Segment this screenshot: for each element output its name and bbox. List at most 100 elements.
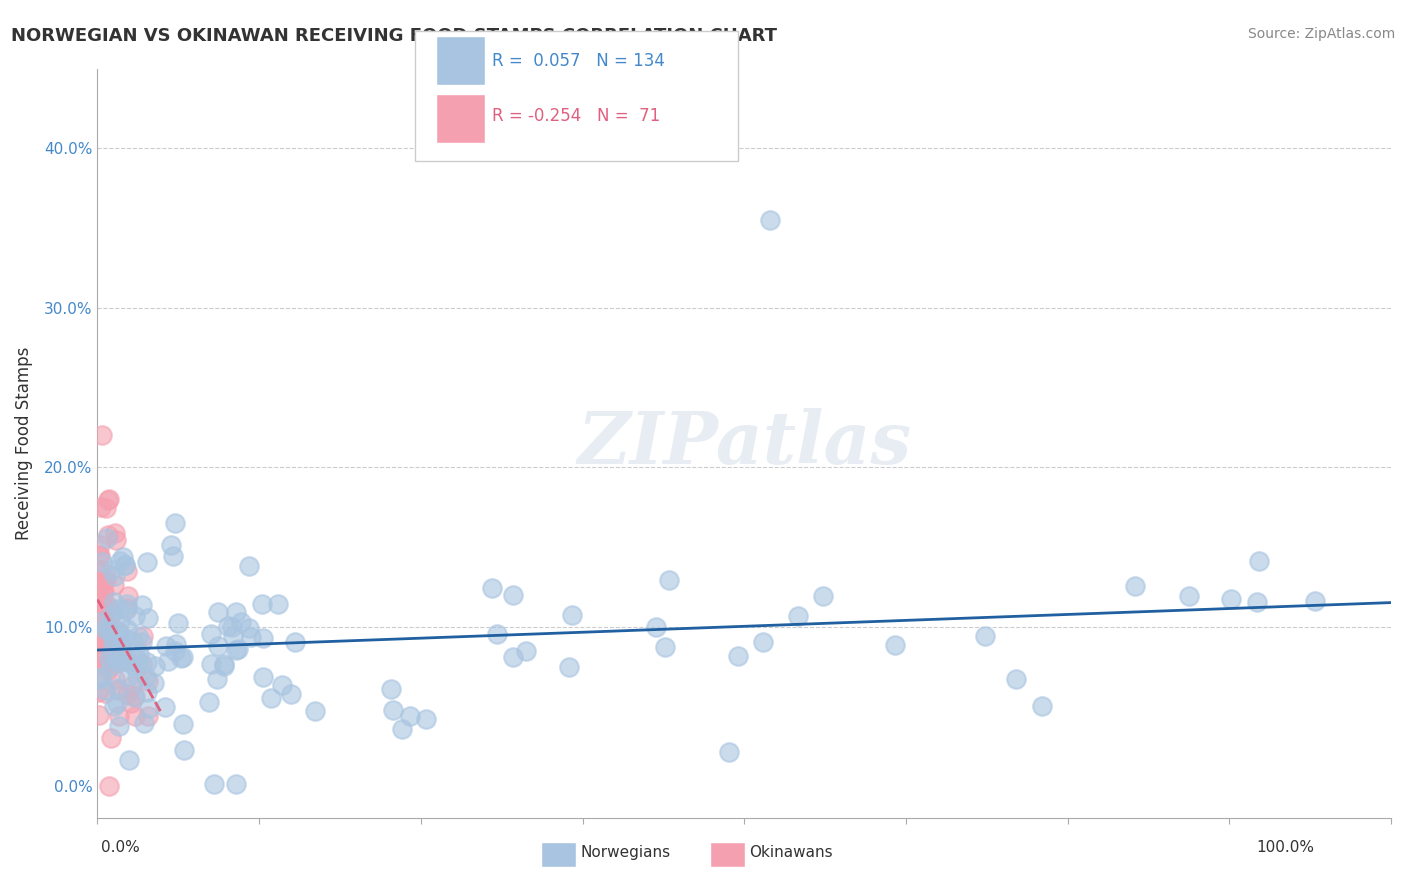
Point (104, 526, 127, 541)
Point (644, 620, 666, 634)
Point (382, 703, 405, 717)
Point (91, 610, 114, 624)
Point (114, 558, 136, 573)
Point (160, 538, 183, 552)
Point (103, 595, 125, 609)
Point (221, 620, 243, 634)
Point (115, 687, 138, 701)
Point (304, 704, 326, 718)
Point (212, 657, 235, 672)
Point (121, 679, 143, 693)
Point (89, 672, 111, 686)
Point (250, 597, 273, 611)
Point (104, 569, 127, 583)
Point (100, 609, 122, 624)
Point (399, 709, 422, 723)
Point (270, 678, 292, 692)
Point (93, 584, 115, 599)
Point (751, 634, 773, 648)
Point (135, 670, 157, 684)
Point (87, 685, 110, 699)
Point (212, 659, 235, 673)
Text: R = -0.254   N =  71: R = -0.254 N = 71 (492, 107, 661, 125)
Point (97, 493, 120, 508)
Point (103, 630, 125, 644)
Point (260, 690, 283, 705)
Point (481, 581, 503, 595)
Point (561, 608, 583, 623)
Point (207, 639, 229, 653)
Point (1178, 589, 1201, 603)
Point (128, 647, 150, 661)
Point (94, 625, 117, 640)
Y-axis label: Receiving Food Stamps: Receiving Food Stamps (15, 346, 32, 540)
Text: NORWEGIAN VS OKINAWAN RECEIVING FOOD STAMPS CORRELATION CHART: NORWEGIAN VS OKINAWAN RECEIVING FOOD STA… (11, 27, 778, 45)
Point (87, 615, 110, 629)
Point (127, 655, 149, 669)
Point (89, 672, 111, 686)
Point (89, 563, 111, 577)
Point (91, 670, 114, 684)
Point (96, 622, 118, 636)
Point (117, 564, 139, 578)
Point (415, 711, 437, 725)
Point (93, 627, 115, 641)
Point (124, 709, 146, 723)
Point (98, 779, 121, 793)
Point (89, 637, 111, 651)
Point (225, 643, 247, 657)
Point (100, 644, 122, 658)
Point (157, 654, 180, 668)
Point (89, 588, 111, 602)
Point (100, 607, 122, 621)
Point (165, 638, 187, 652)
Point (143, 676, 166, 690)
Point (884, 638, 907, 652)
Point (97, 651, 120, 665)
Point (103, 673, 125, 687)
Point (112, 632, 135, 647)
Point (1031, 698, 1053, 713)
Point (217, 619, 239, 633)
Point (89, 595, 111, 609)
Point (91, 657, 114, 672)
Text: Norwegians: Norwegians (581, 846, 671, 860)
Point (502, 650, 524, 665)
Point (89, 650, 111, 665)
Point (115, 603, 138, 617)
Point (107, 601, 129, 615)
Point (122, 635, 145, 649)
Point (172, 717, 194, 731)
Point (283, 635, 305, 649)
Point (96, 566, 118, 581)
Point (221, 629, 243, 643)
Point (973, 629, 995, 643)
Point (114, 558, 136, 572)
Point (91, 556, 114, 570)
Text: 100.0%: 100.0% (1257, 840, 1315, 855)
Point (558, 659, 581, 673)
Point (231, 615, 253, 629)
Point (143, 659, 166, 673)
Point (101, 624, 124, 639)
Point (162, 549, 184, 563)
Point (98, 492, 121, 507)
Point (93, 584, 115, 599)
Point (115, 598, 138, 612)
Point (132, 629, 155, 643)
Point (127, 629, 149, 643)
Point (205, 672, 228, 686)
Point (125, 670, 148, 684)
Point (89, 549, 111, 564)
Point (107, 624, 129, 638)
Point (252, 631, 274, 645)
Point (114, 631, 136, 645)
Point (101, 653, 124, 667)
Point (515, 643, 537, 657)
Point (103, 636, 125, 650)
Point (1219, 591, 1241, 606)
Point (124, 608, 146, 623)
Point (124, 689, 146, 703)
Point (658, 573, 681, 587)
Point (94, 623, 117, 637)
